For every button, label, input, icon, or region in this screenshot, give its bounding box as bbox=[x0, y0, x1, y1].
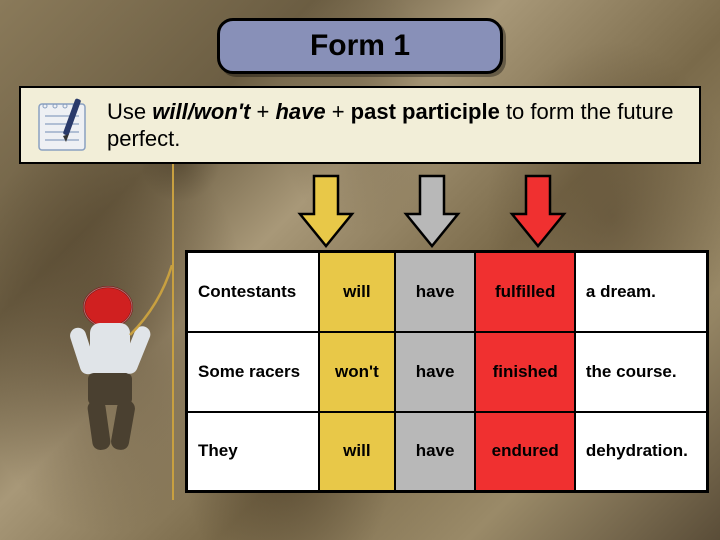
cell-object: the course. bbox=[575, 332, 708, 412]
cell-subject: They bbox=[187, 412, 320, 492]
notepad-icon bbox=[33, 96, 95, 154]
page-title: Form 1 bbox=[310, 29, 410, 63]
arrow-row bbox=[297, 174, 567, 250]
cell-have: have bbox=[395, 252, 476, 332]
rule-bold-pp: past participle bbox=[351, 99, 500, 124]
cell-will: will bbox=[319, 252, 395, 332]
rule-prefix: Use bbox=[107, 99, 152, 124]
arrow-will-icon bbox=[297, 174, 355, 248]
grammar-table: Contestants will have fulfilled a dream.… bbox=[185, 250, 709, 493]
climbing-rope bbox=[172, 120, 174, 500]
arrow-have-icon bbox=[403, 174, 461, 248]
cell-object: a dream. bbox=[575, 252, 708, 332]
table-row: They will have endured dehydration. bbox=[187, 412, 708, 492]
rule-box: Use will/won't + have + past participle … bbox=[19, 86, 701, 164]
cell-object: dehydration. bbox=[575, 412, 708, 492]
table-row: Contestants will have fulfilled a dream. bbox=[187, 252, 708, 332]
cell-subject: Contestants bbox=[187, 252, 320, 332]
cell-will: won't bbox=[319, 332, 395, 412]
cell-will: will bbox=[319, 412, 395, 492]
arrow-pp-icon bbox=[509, 174, 567, 248]
rule-plus2: + bbox=[326, 99, 351, 124]
cell-have: have bbox=[395, 412, 476, 492]
cell-pp: endured bbox=[475, 412, 574, 492]
cell-pp: fulfilled bbox=[475, 252, 574, 332]
rule-plus1: + bbox=[250, 99, 275, 124]
cell-pp: finished bbox=[475, 332, 574, 412]
rule-text: Use will/won't + have + past participle … bbox=[107, 98, 687, 153]
cell-subject: Some racers bbox=[187, 332, 320, 412]
table-row: Some racers won't have finished the cour… bbox=[187, 332, 708, 412]
cell-have: have bbox=[395, 332, 476, 412]
rule-bold-willwont: will/won't bbox=[152, 99, 250, 124]
rule-bold-have: have bbox=[275, 99, 325, 124]
title-pill: Form 1 bbox=[217, 18, 503, 74]
